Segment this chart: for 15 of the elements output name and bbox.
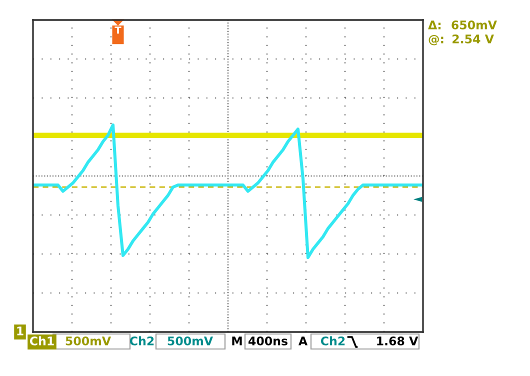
text: @: — [428, 34, 444, 46]
text: 500mV — [168, 336, 213, 346]
text: 1 — [17, 326, 24, 336]
text: Δ: — [428, 20, 441, 30]
text: Ch2 — [130, 336, 154, 346]
text: A — [298, 336, 308, 346]
text: 650mV — [452, 20, 497, 30]
text: 1.68 V — [377, 336, 418, 346]
text: Ch1 — [30, 336, 54, 346]
text: T — [114, 26, 122, 34]
text: M — [232, 336, 242, 346]
text: 500mV — [66, 336, 111, 346]
text: 400ns — [248, 336, 288, 346]
text: 2.54 V — [452, 34, 494, 44]
text: Ch2 — [320, 336, 345, 346]
